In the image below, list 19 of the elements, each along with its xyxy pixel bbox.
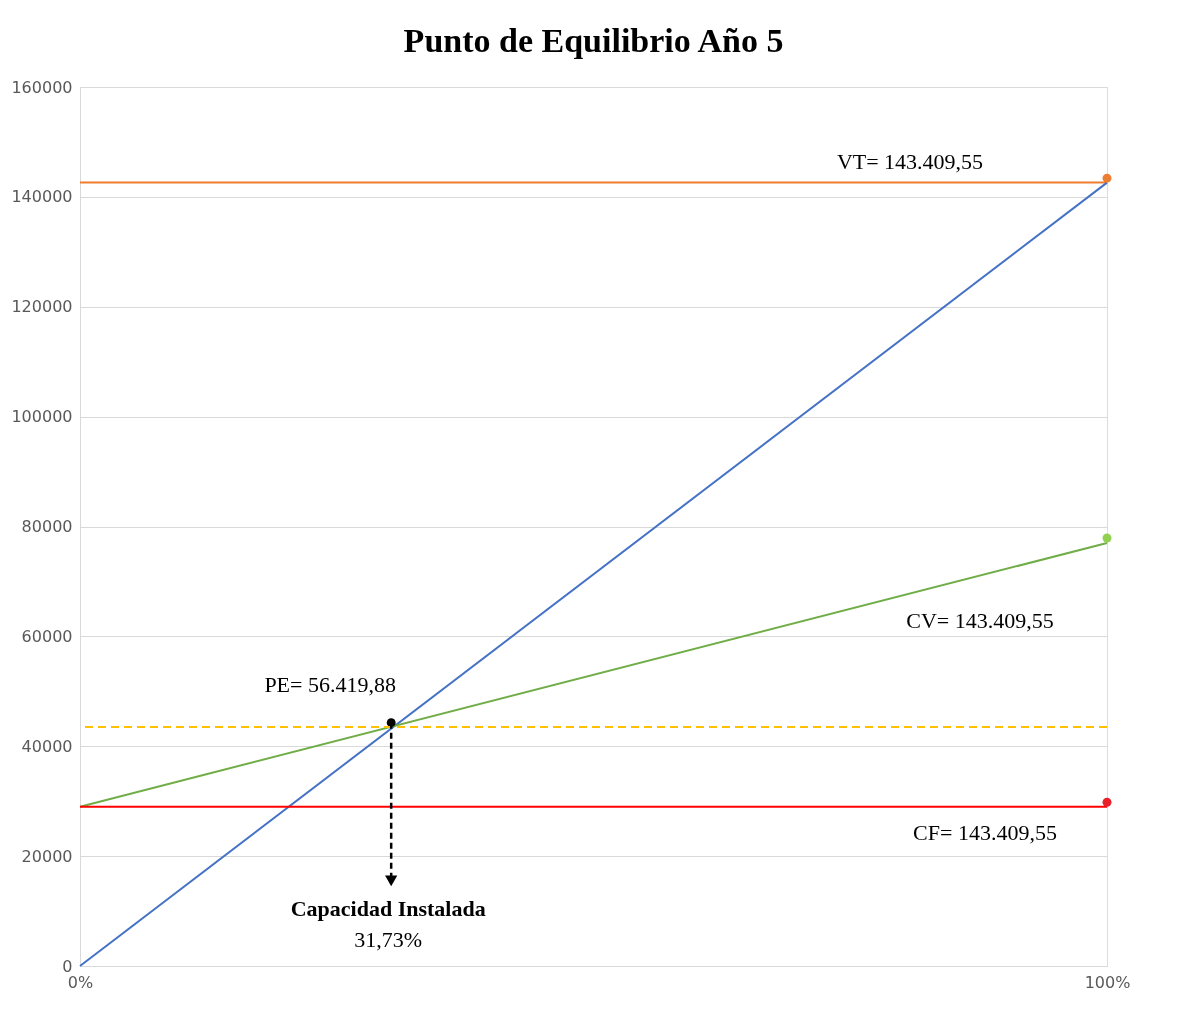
y-tick-label: 100000 [11,407,73,427]
annotation: CF= 143.409,55 [913,819,1057,845]
point [1102,797,1112,807]
chart-title: Punto de Equilibrio Año 5 [403,22,784,59]
x-tick-label: 100% [1084,972,1131,992]
point [1102,533,1112,543]
y-tick-label: 120000 [11,297,73,317]
y-tick-label: 160000 [11,77,73,97]
annotation: VT= 143.409,55 [836,148,984,174]
y-tick-label: 20000 [21,846,73,866]
y-tick-label: 60000 [21,626,73,646]
y-tick-label: 80000 [21,517,73,536]
y-tick-label: 140000 [11,187,73,207]
point [1102,173,1112,183]
annotation: PE= 56.419,88 [264,671,396,697]
annotation: Capacidad Instalada [290,895,486,921]
y-tick-label: 40000 [21,736,73,756]
annotation: 31,73% [354,926,423,952]
annotation: CV= 143.409,55 [906,607,1054,633]
